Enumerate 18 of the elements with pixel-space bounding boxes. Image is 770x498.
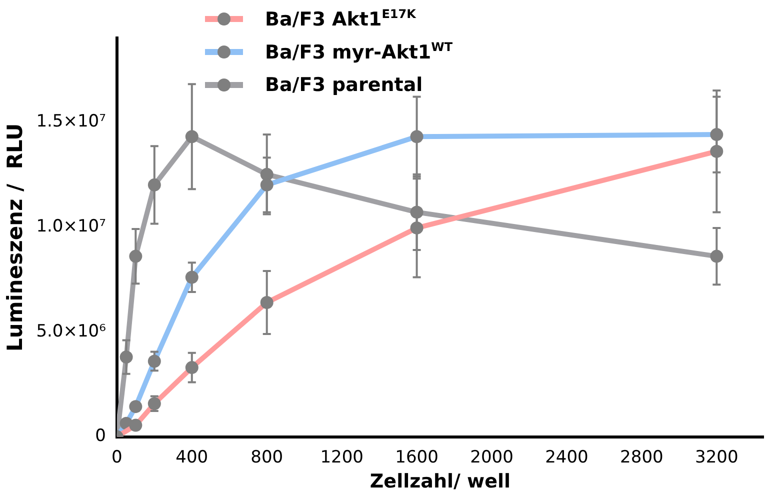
y-tick-label: 0: [95, 426, 106, 446]
x-axis-title: Zellzahl/ well: [370, 470, 511, 493]
y-tick-label: 5.0×10⁶: [36, 321, 106, 342]
x-tick-label: 400: [176, 447, 208, 468]
x-tick-label: 1600: [395, 447, 438, 468]
x-tick-label: 0: [112, 447, 122, 468]
x-tick-label: 2800: [620, 447, 664, 468]
y-tick-label: 1.5×10⁷: [36, 111, 106, 132]
x-tick-label: 2000: [470, 447, 514, 468]
x-tick-label: 1200: [320, 447, 364, 468]
legend-label: Ba/F3 parental: [265, 74, 423, 96]
y-axis-title: Lumineszenz / RLU: [3, 123, 28, 352]
x-tick-label: 3200: [695, 447, 738, 468]
x-tick-label: 2400: [545, 447, 588, 468]
legend-label: Ba/F3 myr-Akt1$^{WT}$: [265, 40, 453, 64]
x-tick-label: 800: [250, 447, 284, 468]
legend-label: Ba/F3 Akt1$^{E17K}$: [265, 6, 416, 30]
y-tick-label: 1.0×10⁷: [36, 216, 106, 236]
